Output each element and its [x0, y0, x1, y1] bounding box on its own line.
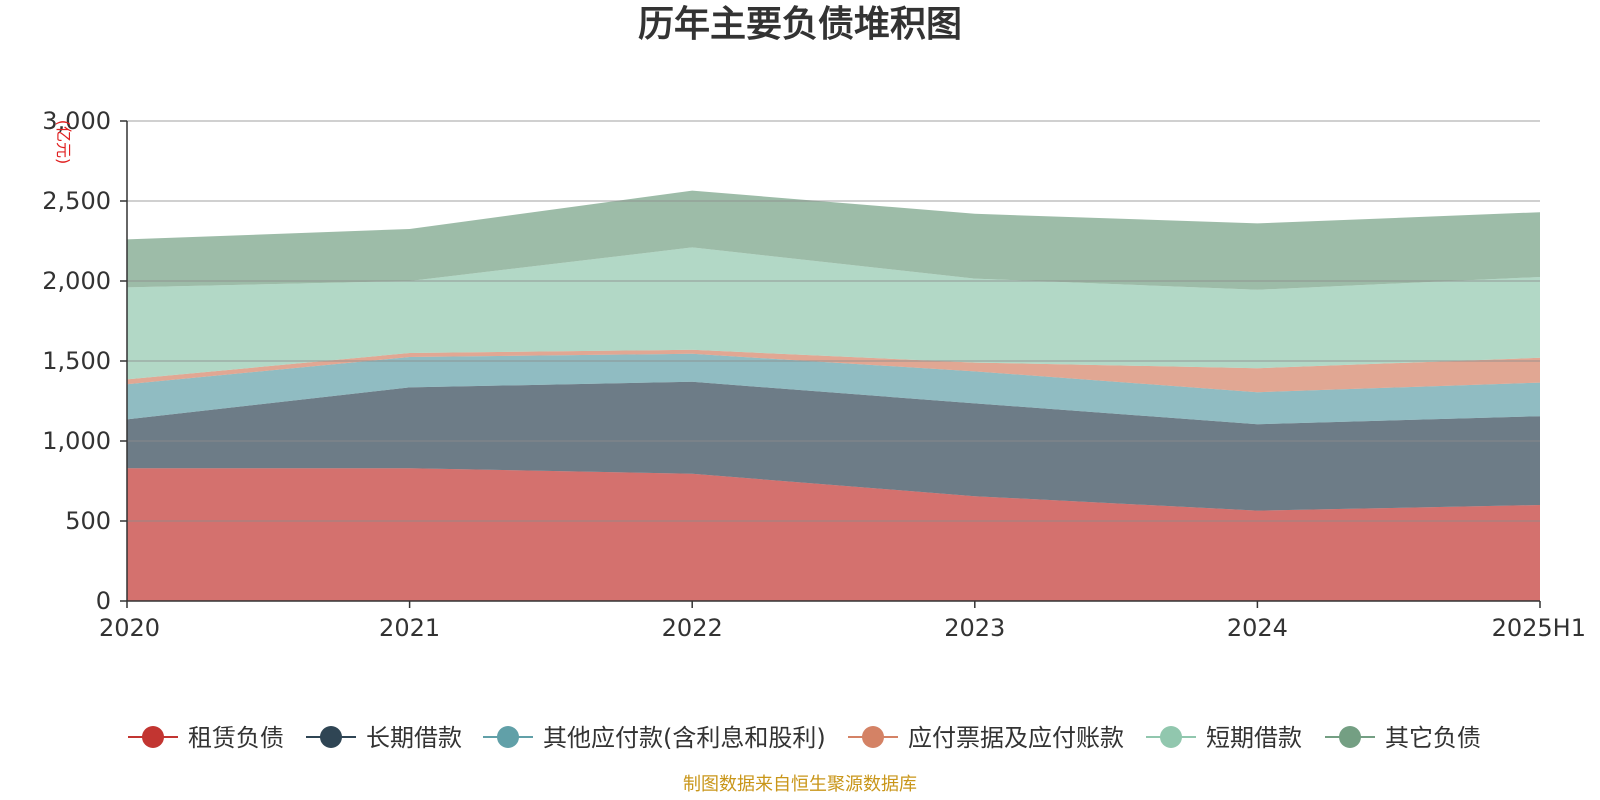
legend-marker-1: [142, 726, 164, 748]
legend-marker-3: [497, 726, 519, 748]
x-tick-label-1: 2021: [379, 614, 440, 642]
legend-item-1[interactable]: 租赁负债: [128, 724, 284, 752]
area-series-6: [127, 190, 1540, 290]
legend-label-4: 应付票据及应付账款: [908, 724, 1124, 752]
y-tick-label-3: 1,500: [42, 347, 111, 375]
legend-marker-6: [1339, 726, 1361, 748]
legend-marker-5: [1160, 726, 1182, 748]
data-source-note: 制图数据来自恒生聚源数据库: [683, 774, 917, 795]
legend-label-3: 其他应付款(含利息和股利): [543, 724, 826, 752]
legend-item-6[interactable]: 其它负债: [1325, 724, 1481, 752]
legend-label-1: 租赁负债: [188, 724, 284, 752]
x-tick-label-3: 2023: [944, 614, 1005, 642]
x-tick-label-2: 2022: [662, 614, 723, 642]
area-series-1: [127, 468, 1540, 601]
y-tick-label-2: 1,000: [42, 427, 111, 455]
legend-marker-2: [320, 726, 342, 748]
legend-label-5: 短期借款: [1206, 724, 1302, 752]
legend-item-2[interactable]: 长期借款: [306, 724, 462, 752]
y-axis-unit: (亿元): [54, 120, 73, 165]
area-series-group: [127, 190, 1540, 601]
y-tick-label-0: 0: [96, 587, 111, 615]
y-tick-label-1: 500: [65, 507, 111, 535]
x-tick-label-5: 2025H1: [1492, 614, 1586, 642]
legend-label-2: 长期借款: [366, 724, 462, 752]
axes: 0 500 1,000 1,500 2,000 2,500 3,000 2020 2021 202…: [42, 107, 1586, 642]
grid-lines-overlay: [127, 120, 1540, 522]
legend[interactable]: 租赁负债 长期借款 其他应付款(含利息和股利) 应付票据及应付账款 短期借款 其它负债: [128, 724, 1481, 752]
legend-item-5[interactable]: 短期借款: [1146, 724, 1302, 752]
area-series-3: [127, 353, 1540, 425]
legend-marker-4: [862, 726, 884, 748]
legend-label-6: 其它负债: [1385, 724, 1481, 752]
y-tick-label-5: 2,500: [42, 187, 111, 215]
area-series-2: [127, 381, 1540, 511]
area-series-4: [127, 349, 1540, 393]
y-tick-label-6: 3,000: [42, 107, 111, 135]
legend-item-4[interactable]: 应付票据及应付账款: [848, 724, 1124, 752]
y-tick-label-4: 2,000: [42, 267, 111, 295]
chart-title: 历年主要负债堆积图: [638, 4, 962, 45]
x-tick-label-0: 2020: [99, 614, 160, 642]
x-tick-label-4: 2024: [1227, 614, 1288, 642]
legend-item-3[interactable]: 其他应付款(含利息和股利): [483, 724, 826, 752]
